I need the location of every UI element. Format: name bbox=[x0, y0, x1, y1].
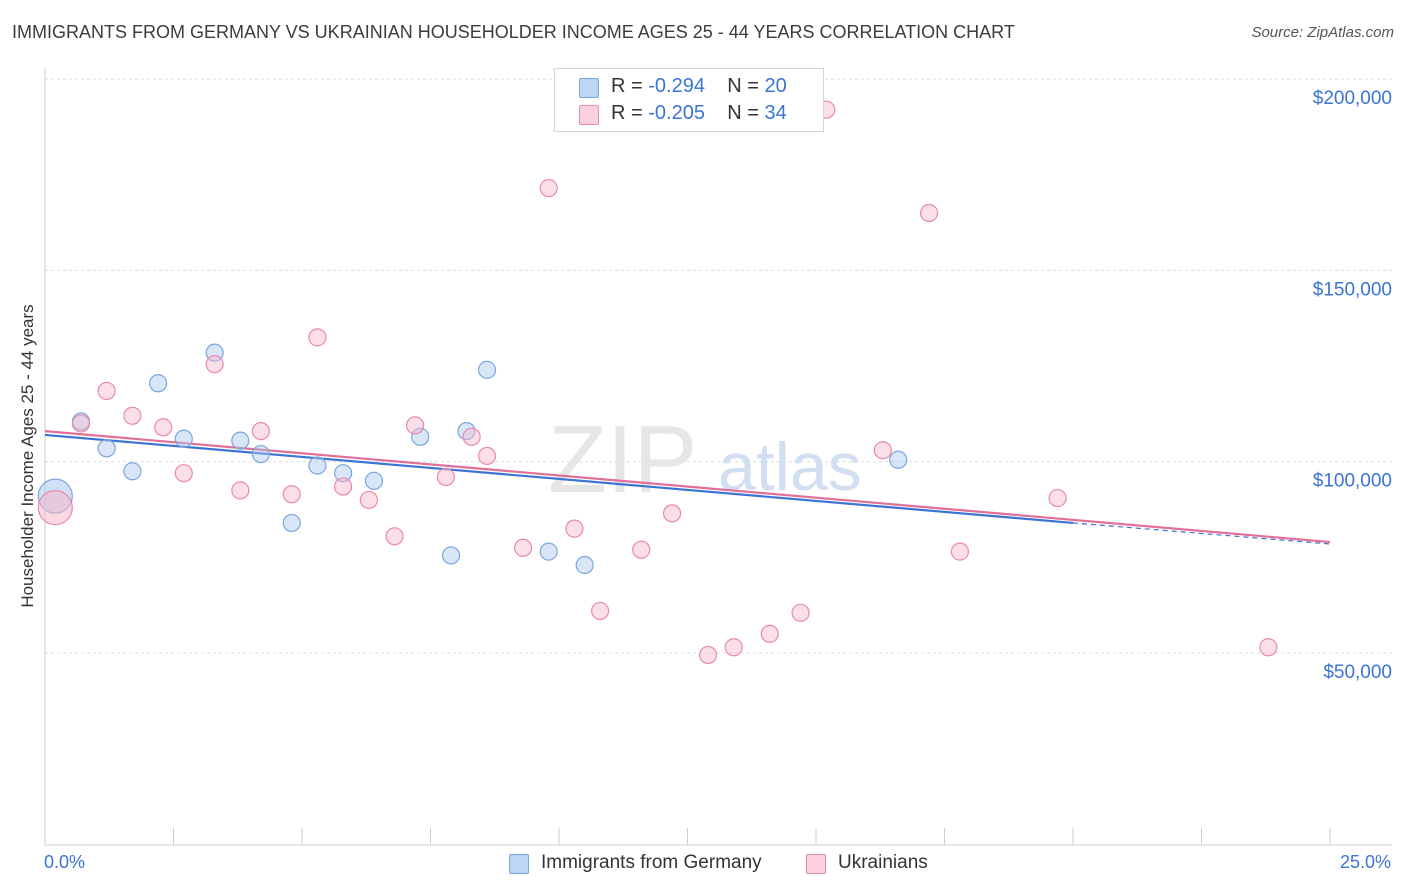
germany-point bbox=[477, 360, 497, 379]
ukrainians-point bbox=[477, 446, 497, 466]
germany-point bbox=[411, 427, 430, 446]
ukrainians-point bbox=[71, 414, 91, 433]
ukrainians-point bbox=[539, 179, 558, 198]
ukrainians-point bbox=[632, 540, 651, 559]
ukrainians-point bbox=[760, 624, 779, 643]
ukrainians-point bbox=[698, 645, 718, 665]
ukrainians-point bbox=[231, 481, 250, 500]
germany-r-value: -0.294 bbox=[648, 75, 705, 97]
germany-trend-extension bbox=[1072, 522, 1331, 545]
germany-point bbox=[231, 431, 250, 450]
legend-germany-label: Immigrants from Germany bbox=[541, 852, 762, 873]
germany-point bbox=[97, 439, 116, 458]
ukrainians-point bbox=[873, 441, 892, 460]
y-tick-labels: $50,000 $100,000 $150,000 $200,000 bbox=[1313, 88, 1392, 683]
germany-point bbox=[575, 555, 594, 575]
y-tick-label: $100,000 bbox=[1313, 471, 1392, 492]
germany-point bbox=[308, 456, 327, 475]
ukrainians-point bbox=[97, 381, 116, 401]
x-tick-label-max: 25.0% bbox=[1340, 852, 1392, 872]
germany-point bbox=[334, 464, 353, 483]
germany-point bbox=[364, 471, 384, 490]
germany-point bbox=[889, 450, 908, 469]
ukrainians-point bbox=[565, 519, 584, 538]
x-tick-label-min: 0.0% bbox=[44, 852, 86, 872]
germany-n-label: N = bbox=[727, 75, 765, 97]
ukrainians-point bbox=[724, 638, 743, 657]
y-tick-label: $50,000 bbox=[1323, 662, 1392, 683]
grid-layer bbox=[45, 78, 1392, 654]
germany-point bbox=[123, 462, 142, 481]
ukrainians-point bbox=[950, 542, 970, 561]
ukrainians-point bbox=[251, 421, 270, 441]
source-label: Source: ZipAtlas.com bbox=[1251, 24, 1394, 41]
stats-legend: R = -0.294 N = 20 R = -0.205 N = 34 bbox=[554, 68, 824, 132]
watermark-zip: ZIP bbox=[548, 406, 697, 513]
legend-ukrainians-swatch bbox=[806, 854, 826, 874]
germany-point bbox=[441, 546, 461, 565]
germany-trend-line bbox=[44, 433, 1074, 525]
trend-layer bbox=[44, 429, 1331, 545]
ukrainians-point bbox=[205, 355, 224, 374]
ukrainians-point bbox=[174, 464, 193, 483]
ukrainians-point bbox=[1048, 488, 1067, 508]
ukrainians-point bbox=[662, 504, 682, 523]
ukrainians-point bbox=[154, 418, 173, 437]
axis-layer bbox=[44, 68, 1392, 846]
legend-ukrainians-label: Ukrainians bbox=[838, 852, 928, 873]
ukrainians-point bbox=[919, 203, 939, 223]
points-layer bbox=[37, 100, 1278, 665]
y-axis-label: Householder Income Ages 25 - 44 years bbox=[18, 304, 37, 608]
ukrainians-point bbox=[462, 427, 481, 446]
ukrainians-point bbox=[791, 603, 810, 622]
ukrainians-point bbox=[1259, 638, 1278, 657]
ukrainians-n-label: N = bbox=[727, 102, 765, 124]
germany-n-value: 20 bbox=[764, 75, 787, 97]
germany-point bbox=[539, 542, 558, 561]
ukrainians-trend-line bbox=[44, 429, 1331, 544]
ukrainians-r-value: -0.205 bbox=[648, 102, 705, 124]
ukrainians-point bbox=[37, 490, 73, 526]
ukrainians-point bbox=[123, 406, 142, 425]
germany-point bbox=[174, 429, 193, 448]
germany-point bbox=[251, 444, 270, 464]
ukrainians-point bbox=[359, 490, 378, 510]
germany-point bbox=[148, 374, 168, 393]
ukrainians-point bbox=[385, 527, 404, 546]
legend-germany-swatch bbox=[509, 854, 529, 874]
ukrainians-point bbox=[513, 538, 533, 557]
chart-title: IMMIGRANTS FROM GERMANY VS UKRAINIAN HOU… bbox=[12, 22, 1015, 42]
ukrainians-point bbox=[282, 485, 301, 504]
ukrainians-point bbox=[405, 416, 425, 435]
ukrainians-point bbox=[308, 328, 327, 347]
ukrainians-point bbox=[334, 477, 353, 496]
germany-point bbox=[282, 513, 301, 533]
y-tick-label: $200,000 bbox=[1313, 88, 1392, 109]
ukrainians-point bbox=[436, 467, 456, 487]
ukrainians-r-label: R = bbox=[611, 102, 649, 124]
germany-point bbox=[457, 421, 476, 441]
germany-r-label: R = bbox=[611, 75, 649, 97]
watermark: ZIP atlas bbox=[548, 406, 862, 513]
ukrainians-point bbox=[591, 601, 610, 621]
ukrainians-swatch bbox=[579, 105, 599, 125]
y-tick-label: $150,000 bbox=[1313, 279, 1392, 300]
germany-swatch bbox=[579, 78, 599, 98]
ukrainians-n-value: 34 bbox=[764, 102, 787, 124]
